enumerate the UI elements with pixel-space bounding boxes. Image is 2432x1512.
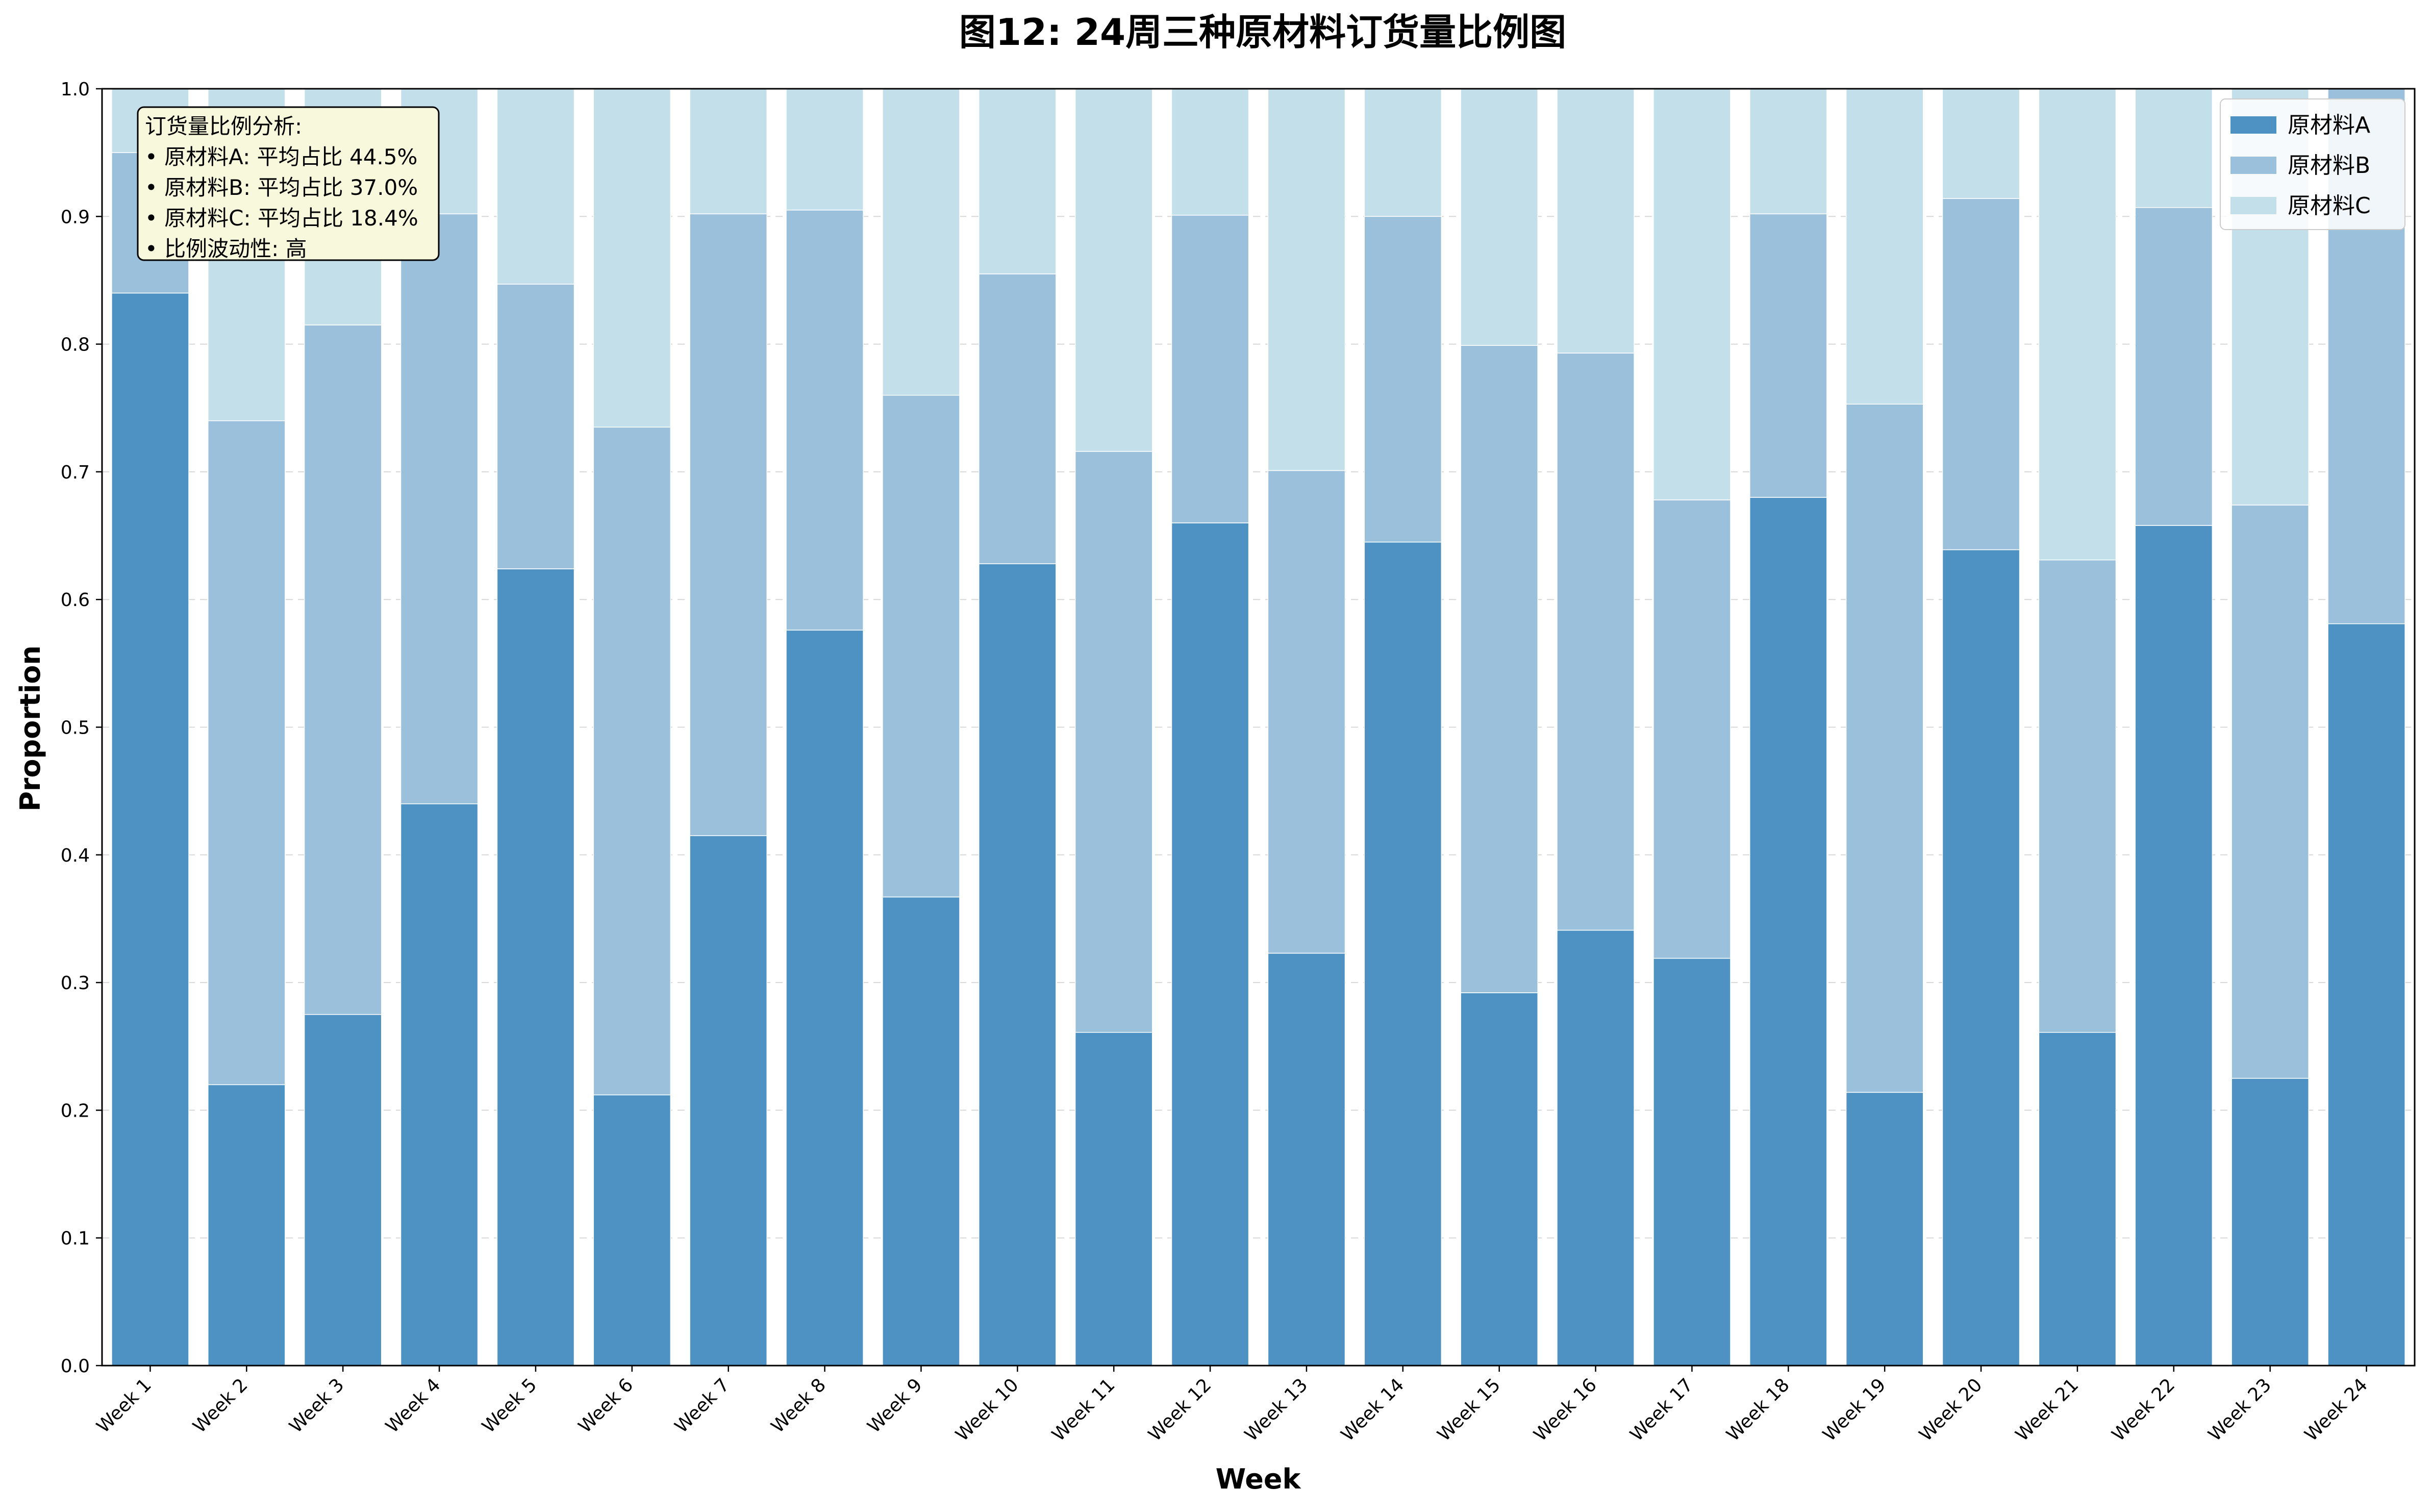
bar-segment-series-1-week-16 <box>1557 929 1635 1366</box>
bar-segment-series-2-week-16 <box>1557 352 1635 931</box>
legend-label: 原材料A <box>2288 112 2370 138</box>
bar-segment-series-2-week-14 <box>1364 216 1442 543</box>
y-tick-label: 1.0 <box>61 79 90 100</box>
y-tick-label: 0.2 <box>61 1100 90 1121</box>
bar-segment-series-1-week-8 <box>786 629 864 1366</box>
bar-segment-series-1-week-15 <box>1460 992 1538 1366</box>
bar-segment-series-1-week-13 <box>1267 952 1346 1366</box>
analysis-note-line: • 原材料C: 平均占比 18.4% <box>145 206 418 231</box>
legend: 原材料A 原材料B 原材料C <box>2220 98 2405 230</box>
bar-segment-series-2-week-6 <box>593 426 671 1096</box>
legend-label: 原材料B <box>2288 153 2370 179</box>
bar-segment-series-1-week-21 <box>2038 1031 2117 1366</box>
bar-segment-series-2-week-21 <box>2038 559 2117 1033</box>
bar-segment-series-3-week-15 <box>1460 88 1538 346</box>
bar-segment-series-1-week-17 <box>1653 957 1731 1366</box>
y-tick-label: 0.4 <box>61 845 90 866</box>
bar-segment-series-1-week-11 <box>1074 1031 1153 1366</box>
bar-segment-series-2-week-12 <box>1171 215 1249 523</box>
bar-segment-series-3-week-12 <box>1171 88 1249 216</box>
bar-segment-series-1-week-5 <box>496 568 575 1366</box>
bar-segment-series-3-week-20 <box>1942 88 2020 199</box>
bar-segment-series-1-week-4 <box>400 803 479 1366</box>
bar-segment-series-3-week-5 <box>496 88 575 285</box>
bar-segment-series-2-week-18 <box>1749 213 1827 498</box>
y-tick-label: 0.8 <box>61 335 90 356</box>
bar-segment-series-2-week-3 <box>304 324 382 1015</box>
bar-segment-series-3-week-18 <box>1749 88 1827 215</box>
analysis-note-line: 订货量比例分析: <box>145 114 302 139</box>
bar-segment-series-2-week-4 <box>400 213 479 804</box>
legend-swatch <box>2230 116 2276 134</box>
bar-segment-series-1-week-12 <box>1171 522 1249 1366</box>
legend-label: 原材料C <box>2288 193 2371 219</box>
bar-segment-series-2-week-22 <box>2135 207 2213 526</box>
y-tick-label: 0.7 <box>61 462 90 483</box>
legend-swatch <box>2230 197 2276 214</box>
bar-segment-series-2-week-9 <box>882 394 960 898</box>
bar-segment-series-1-week-20 <box>1942 549 2020 1366</box>
y-tick-label: 0.6 <box>61 590 90 611</box>
bar-segment-series-3-week-10 <box>979 88 1057 274</box>
y-tick-labels: 0.0 0.1 0.2 0.3 0.4 0.5 0.6 0.7 0.8 0.9 1.0 <box>61 79 90 1377</box>
bar-segment-series-1-week-23 <box>2231 1078 2309 1366</box>
bar-segment-series-2-week-20 <box>1942 198 2020 550</box>
bar-segment-series-2-week-7 <box>689 213 767 837</box>
analysis-note: 订货量比例分析: • 原材料A: 平均占比 44.5% • 原材料B: 平均占比 3… <box>137 106 440 261</box>
bar-segment-series-2-week-2 <box>208 420 286 1086</box>
analysis-note-line: • 原材料A: 平均占比 44.5% <box>145 144 417 169</box>
chart-title: 图12: 24周三种原材料订货量比例图 <box>959 11 1566 54</box>
x-axis-label: Week <box>1216 1463 1301 1495</box>
bar-segment-series-1-week-1 <box>111 292 189 1366</box>
y-tick-label: 0.3 <box>61 973 90 994</box>
bar-segment-series-3-week-17 <box>1653 88 1731 500</box>
analysis-note-line: • 原材料B: 平均占比 37.0% <box>145 175 418 200</box>
bar-segment-series-1-week-2 <box>208 1084 286 1366</box>
y-tick-label: 0.9 <box>61 207 90 228</box>
bar-segment-series-1-week-7 <box>689 835 767 1366</box>
bar-segment-series-3-week-6 <box>593 88 671 428</box>
legend-swatch <box>2230 157 2276 174</box>
bar-segment-series-2-week-15 <box>1460 345 1538 993</box>
bar-segment-series-2-week-19 <box>1845 404 1924 1093</box>
y-tick-label: 0.1 <box>61 1228 90 1249</box>
bar-segment-series-2-week-10 <box>979 273 1057 564</box>
bar-segment-series-3-week-8 <box>786 88 864 211</box>
bar-segment-series-1-week-6 <box>593 1094 671 1366</box>
bar-segment-series-3-week-22 <box>2135 88 2213 208</box>
bar-segment-series-3-week-11 <box>1074 88 1153 452</box>
y-tick-label: 0.5 <box>61 718 90 739</box>
bar-segment-series-3-week-19 <box>1845 88 1924 405</box>
y-tick-label: 0.0 <box>61 1356 90 1377</box>
axes-layer <box>96 88 2416 1372</box>
bars-layer <box>111 88 2405 1366</box>
y-axis-label: Proportion <box>14 645 46 812</box>
bar-segment-series-1-week-24 <box>2327 623 2405 1366</box>
bar-segment-series-2-week-5 <box>496 284 575 569</box>
bar-segment-series-2-week-13 <box>1267 470 1346 954</box>
bar-segment-series-3-week-14 <box>1364 88 1442 217</box>
bar-segment-series-1-week-9 <box>882 896 960 1366</box>
analysis-note-box <box>137 106 440 261</box>
bar-segment-series-1-week-18 <box>1749 497 1827 1366</box>
bar-segment-series-2-week-23 <box>2231 505 2309 1079</box>
bar-segment-series-3-week-16 <box>1557 88 1635 354</box>
bar-segment-series-1-week-14 <box>1364 541 1442 1366</box>
bar-segment-series-1-week-19 <box>1845 1092 1924 1366</box>
bar-segment-series-2-week-8 <box>786 210 864 631</box>
bar-segment-series-3-week-13 <box>1267 88 1346 471</box>
bar-segment-series-1-week-3 <box>304 1014 382 1366</box>
analysis-note-line: • 比例波动性: 高 <box>145 236 307 261</box>
bar-segment-series-3-week-9 <box>882 88 960 396</box>
bar-segment-series-2-week-11 <box>1074 451 1153 1033</box>
bar-segment-series-3-week-21 <box>2038 88 2117 561</box>
bar-segment-series-1-week-22 <box>2135 525 2213 1366</box>
bar-segment-series-1-week-10 <box>979 563 1057 1366</box>
bar-segment-series-3-week-7 <box>689 88 767 215</box>
bar-segment-series-2-week-17 <box>1653 499 1731 959</box>
